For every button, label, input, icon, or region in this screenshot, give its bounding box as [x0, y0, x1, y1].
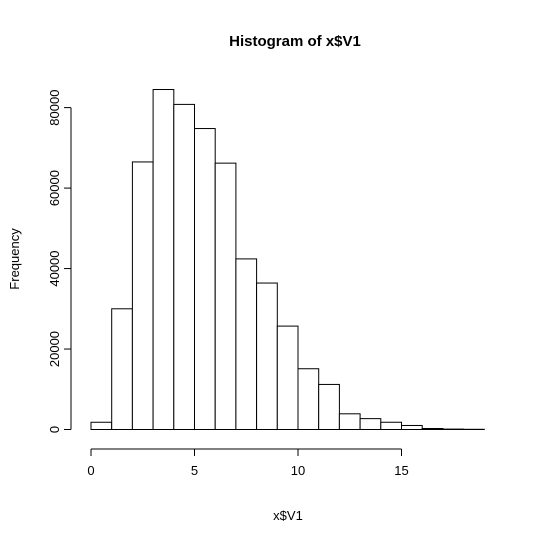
- histogram-bar: [338, 413, 361, 430]
- histogram-bar: [131, 161, 154, 430]
- histogram-bar: [297, 368, 320, 430]
- histogram-bar: [276, 325, 299, 430]
- histogram-bar: [90, 421, 113, 430]
- chart-title: Histogram of x$V1: [229, 33, 361, 50]
- y-axis-label: Frequency: [7, 228, 22, 290]
- y-tick-label: 20000: [47, 331, 62, 367]
- y-tick-label: 60000: [47, 170, 62, 206]
- x-tick-label: 5: [191, 463, 198, 478]
- histogram-bar: [173, 103, 196, 430]
- x-tick-label: 15: [394, 463, 408, 478]
- histogram-bar: [421, 427, 444, 430]
- y-tick-label: 40000: [47, 250, 62, 286]
- x-tick-label: 0: [87, 463, 94, 478]
- histogram-bar: [214, 162, 237, 431]
- x-axis-label: x$V1: [273, 508, 303, 523]
- histogram-bar: [256, 282, 278, 430]
- bars-group: [90, 89, 485, 431]
- histogram-bar: [380, 421, 402, 430]
- y-tick-label: 80000: [47, 90, 62, 126]
- y-tick-label: 0: [47, 426, 62, 433]
- histogram-bar: [401, 424, 423, 431]
- histogram-bar: [152, 89, 175, 430]
- histogram-bar: [111, 308, 133, 431]
- x-axis: 0 5 10 15: [87, 448, 409, 478]
- histogram-bar: [318, 383, 340, 430]
- histogram-bar: [235, 258, 258, 430]
- y-axis: 0 20000 40000 60000 80000: [47, 90, 72, 433]
- x-tick-label: 10: [291, 463, 305, 478]
- histogram-bar: [359, 418, 382, 430]
- histogram-bar: [194, 128, 216, 430]
